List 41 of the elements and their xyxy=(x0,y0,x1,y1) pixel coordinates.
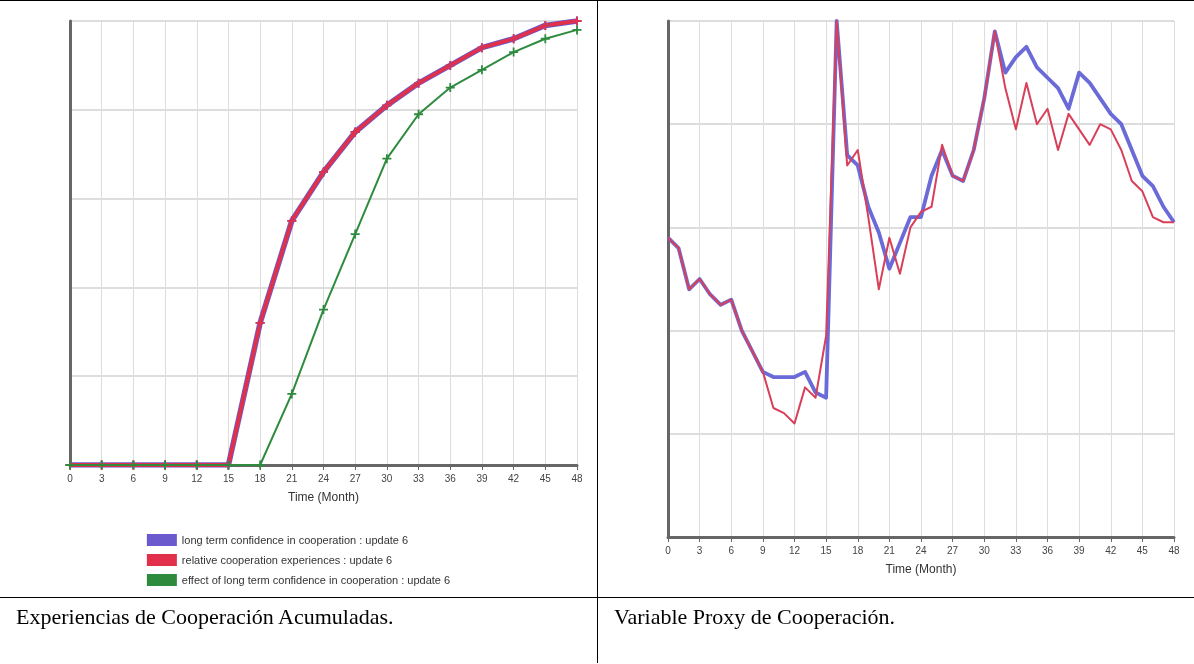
x-tick-label: 15 xyxy=(222,472,235,484)
x-tick-label: 30 xyxy=(978,544,991,556)
x-tick-label: 33 xyxy=(1010,544,1022,556)
x-tick-label: 9 xyxy=(162,472,169,484)
x-tick-label: 36 xyxy=(444,472,457,484)
legend-label: relative cooperation experiences : update 6 xyxy=(181,554,393,566)
x-tick-label: 48 xyxy=(571,472,583,484)
text: Variable Proxy de Cooperación. xyxy=(614,604,896,629)
x-tick-label: 45 xyxy=(539,472,552,484)
legend-label: effect of long term confidence in cooperation : update 6 xyxy=(181,574,451,586)
x-axis-title: Time (Month) xyxy=(885,562,957,576)
x-tick-label: 27 xyxy=(349,472,362,484)
x-tick-label: 39 xyxy=(476,472,488,484)
x-tick-label: 24 xyxy=(317,472,330,484)
x-tick-label: 21 xyxy=(286,472,298,484)
x-tick-label: 42 xyxy=(508,472,520,484)
text: Experiencias de Cooperación Acumuladas. xyxy=(16,604,394,629)
x-tick-label: 36 xyxy=(1041,544,1054,556)
x-tick-label: 30 xyxy=(381,472,393,484)
x-tick-label: 6 xyxy=(728,544,735,556)
x-tick-label: 45 xyxy=(1136,544,1149,556)
x-tick-label: 3 xyxy=(98,472,105,484)
x-tick-label: 48 xyxy=(1168,544,1180,556)
x-tick-label: 18 xyxy=(852,544,864,556)
x-axis-title: Time (Month) xyxy=(288,490,359,504)
x-tick-label: 21 xyxy=(883,544,896,556)
x-tick-label: 12 xyxy=(788,544,801,556)
legend-label: long term confidence in cooperation : update 6 xyxy=(181,534,409,546)
x-tick-label: 27 xyxy=(947,544,959,556)
x-tick-label: 9 xyxy=(760,544,767,556)
x-tick-label: 12 xyxy=(191,472,203,484)
x-tick-label: 24 xyxy=(915,544,927,556)
x-tick-label: 15 xyxy=(820,544,833,556)
x-tick-label: 6 xyxy=(130,472,137,484)
x-tick-label: 39 xyxy=(1073,544,1086,556)
x-tick-label: 0 xyxy=(67,472,74,484)
x-tick-label: 0 xyxy=(665,544,672,556)
x-tick-label: 42 xyxy=(1105,544,1117,556)
x-tick-label: 33 xyxy=(413,472,425,484)
x-tick-label: 18 xyxy=(254,472,267,484)
x-tick-label: 3 xyxy=(696,544,703,556)
